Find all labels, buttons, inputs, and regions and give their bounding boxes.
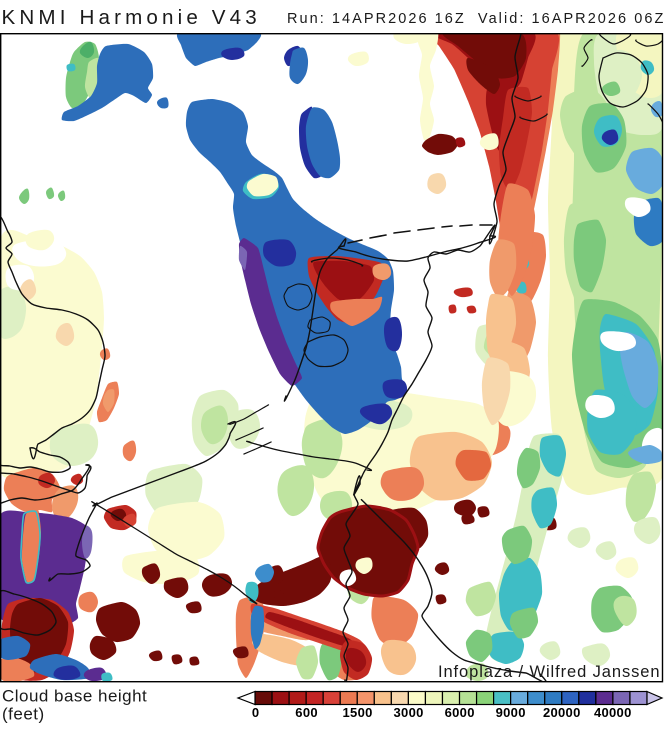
- svg-text:6000: 6000: [445, 705, 475, 720]
- svg-text:600: 600: [295, 705, 318, 720]
- svg-text:40000: 40000: [594, 705, 632, 720]
- svg-text:KNMI Harmonie V43: KNMI Harmonie V43: [2, 6, 261, 29]
- svg-text:(feet): (feet): [2, 705, 45, 724]
- svg-text:1500: 1500: [343, 705, 373, 720]
- svg-text:0: 0: [252, 705, 260, 720]
- svg-text:20000: 20000: [543, 705, 581, 720]
- svg-text:Infoplaza / Wilfred Janssen: Infoplaza / Wilfred Janssen: [438, 663, 660, 681]
- svg-text:9000: 9000: [496, 705, 526, 720]
- svg-text:Run: 14APR2026 16Z Valid: 16A: Run: 14APR2026 16Z Valid: 16APR2026 06Z: [287, 11, 665, 27]
- svg-text:Cloud base height: Cloud base height: [2, 686, 147, 705]
- svg-text:3000: 3000: [394, 705, 424, 720]
